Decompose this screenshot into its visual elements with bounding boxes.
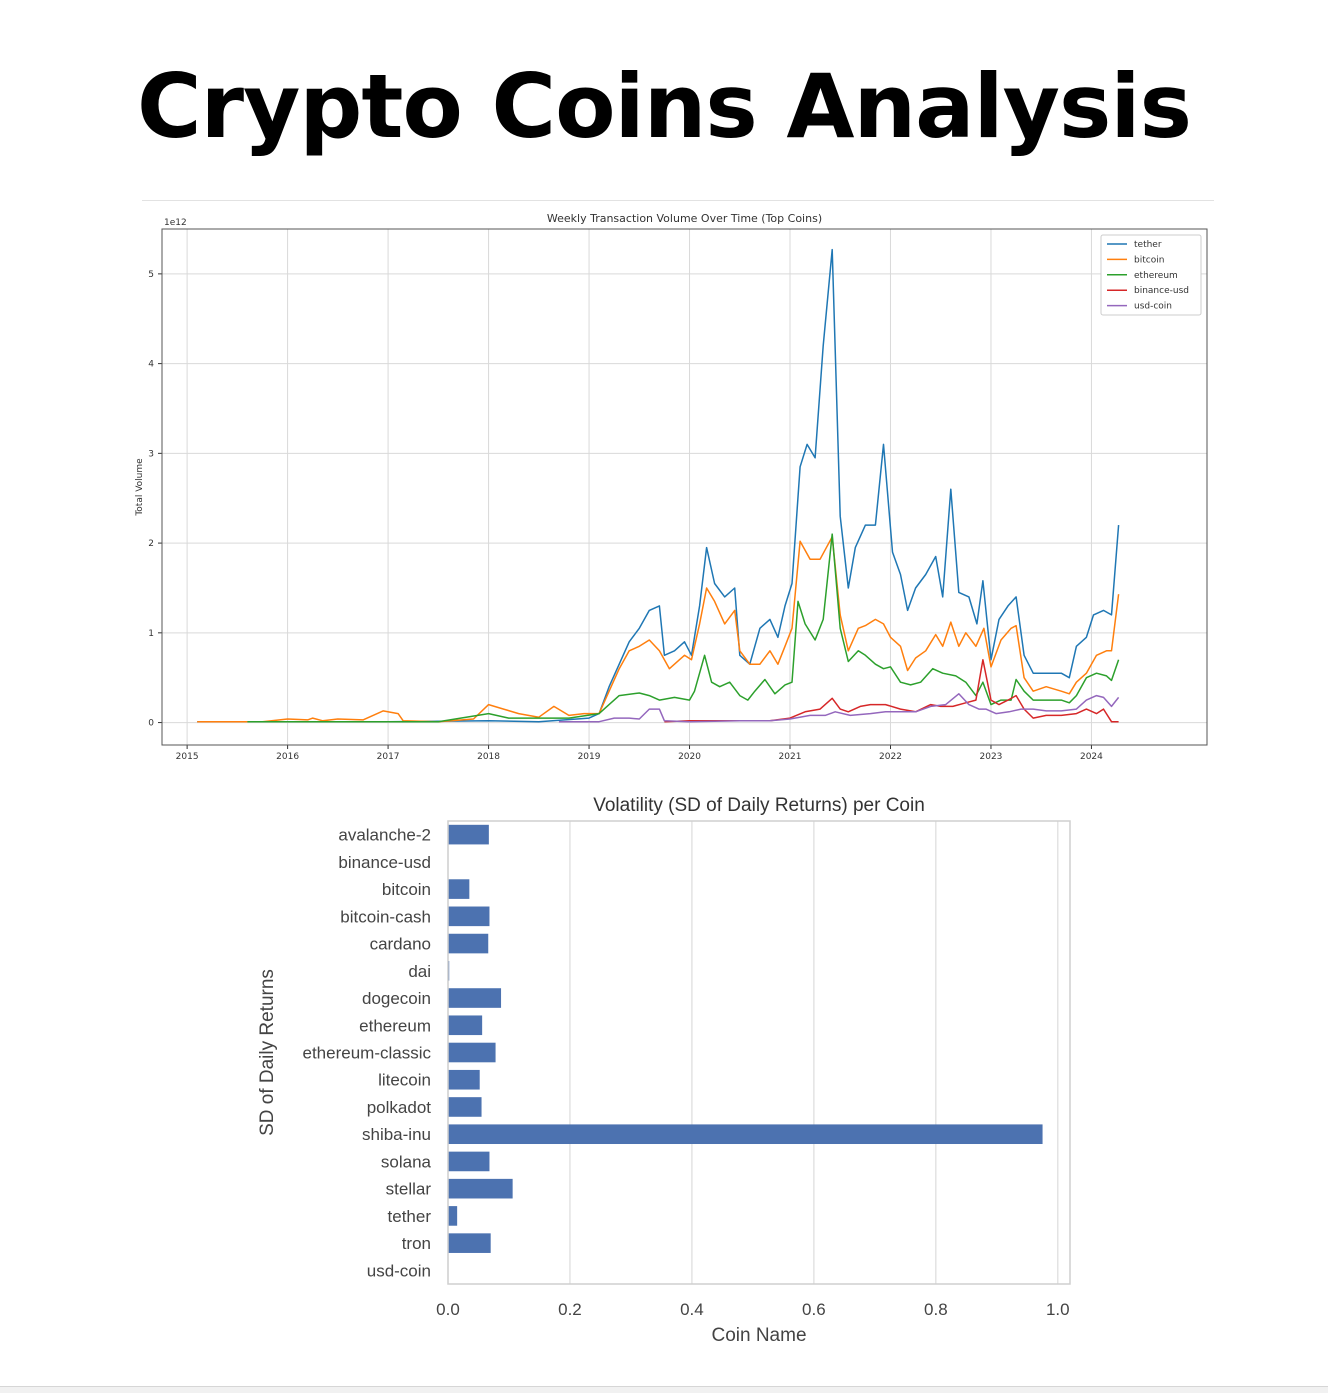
category-label-polkadot: polkadot bbox=[367, 1098, 432, 1117]
category-label-solana: solana bbox=[381, 1152, 432, 1171]
bar-chart: Volatility (SD of Daily Returns) per Coi… bbox=[257, 795, 1071, 1346]
series-line-usd-coin bbox=[558, 693, 1120, 723]
bar-solana bbox=[448, 1151, 490, 1172]
bar-stellar bbox=[448, 1178, 513, 1199]
x-tick-label: 2018 bbox=[477, 752, 500, 762]
category-label-tron: tron bbox=[402, 1234, 431, 1253]
x-tick-label: 2024 bbox=[1080, 752, 1103, 762]
line-plot-frame bbox=[161, 228, 1208, 746]
y-tick-label: 1 bbox=[148, 629, 154, 639]
y-scale-label: 1e12 bbox=[164, 218, 187, 228]
legend-label-tether: tether bbox=[1134, 240, 1162, 250]
category-label-shiba-inu: shiba-inu bbox=[362, 1125, 431, 1144]
series-line-binance-usd bbox=[664, 658, 1119, 723]
title-divider bbox=[142, 200, 1214, 201]
bar-shiba-inu bbox=[448, 1124, 1043, 1145]
legend-label-binance-usd: binance-usd bbox=[1134, 286, 1189, 296]
x-tick-label: 2019 bbox=[578, 752, 601, 762]
x-tick-label: 2016 bbox=[276, 752, 299, 762]
x-tick-label: 2022 bbox=[879, 752, 902, 762]
y-tick-label: 5 bbox=[148, 270, 154, 280]
bar-litecoin bbox=[448, 1069, 480, 1090]
bar-chart-title: Volatility (SD of Daily Returns) per Coi… bbox=[593, 795, 925, 816]
legend-label-ethereum: ethereum bbox=[1134, 271, 1178, 281]
x-tick-label: 0.2 bbox=[558, 1300, 582, 1319]
x-tick-label: 0.6 bbox=[802, 1300, 826, 1319]
y-axis-label: SD of Daily Returns bbox=[257, 969, 278, 1136]
bar-tether bbox=[448, 1206, 458, 1226]
legend-label-bitcoin: bitcoin bbox=[1134, 255, 1164, 265]
legend-label-usd-coin: usd-coin bbox=[1134, 302, 1172, 312]
x-tick-label: 2021 bbox=[779, 752, 802, 762]
y-tick-label: 2 bbox=[148, 539, 154, 549]
x-tick-label: 1.0 bbox=[1046, 1300, 1070, 1319]
x-tick-label: 0.4 bbox=[680, 1300, 704, 1319]
category-label-cardano: cardano bbox=[370, 935, 431, 954]
category-label-dogecoin: dogecoin bbox=[362, 989, 431, 1008]
category-label-bitcoin-cash: bitcoin-cash bbox=[340, 907, 431, 926]
y-tick-label: 3 bbox=[148, 449, 154, 459]
category-label-binance-usd: binance-usd bbox=[338, 853, 431, 872]
x-tick-label: 2017 bbox=[377, 752, 400, 762]
category-label-ethereum-classic: ethereum-classic bbox=[303, 1044, 432, 1063]
x-axis-label: Coin Name bbox=[711, 1325, 806, 1346]
bar-plot-frame bbox=[447, 820, 1071, 1285]
x-tick-label: 0.8 bbox=[924, 1300, 948, 1319]
category-label-litecoin: litecoin bbox=[378, 1071, 431, 1090]
category-label-dai: dai bbox=[408, 962, 431, 981]
category-label-tether: tether bbox=[388, 1207, 432, 1226]
line-chart: Weekly Transaction Volume Over Time (Top… bbox=[135, 212, 1208, 762]
x-tick-label: 2023 bbox=[980, 752, 1003, 762]
x-tick-label: 2020 bbox=[678, 752, 701, 762]
y-axis-label: Total Volume bbox=[135, 458, 145, 517]
bar-bitcoin-cash bbox=[448, 906, 490, 927]
y-tick-label: 4 bbox=[148, 360, 154, 370]
bar-ethereum bbox=[448, 1015, 483, 1036]
category-label-avalanche-2: avalanche-2 bbox=[338, 826, 431, 845]
page-title: Crypto Coins Analysis bbox=[137, 55, 1192, 158]
bar-ethereum-classic bbox=[448, 1042, 496, 1063]
category-label-stellar: stellar bbox=[386, 1180, 432, 1199]
legend-box bbox=[1100, 234, 1202, 316]
series-line-ethereum bbox=[247, 533, 1120, 723]
bar-dogecoin bbox=[448, 988, 502, 1008]
x-tick-label: 0.0 bbox=[436, 1300, 460, 1319]
bar-bitcoin bbox=[448, 879, 470, 899]
line-chart-title: Weekly Transaction Volume Over Time (Top… bbox=[547, 212, 822, 225]
category-label-ethereum: ethereum bbox=[359, 1016, 431, 1035]
category-label-usd-coin: usd-coin bbox=[367, 1261, 431, 1280]
bar-avalanche-2 bbox=[448, 824, 489, 845]
y-tick-label: 0 bbox=[148, 719, 154, 729]
line-chart-legend: tether bitcoin ethereum binance-usd usd-coin bbox=[1100, 234, 1202, 316]
bar-cardano bbox=[448, 933, 489, 954]
category-label-bitcoin: bitcoin bbox=[382, 880, 431, 899]
series-line-tether bbox=[197, 248, 1120, 723]
bar-tron bbox=[448, 1233, 491, 1253]
bar-polkadot bbox=[448, 1097, 482, 1117]
window-bottom-bar bbox=[0, 1386, 1328, 1393]
series-line-bitcoin bbox=[197, 536, 1120, 723]
x-tick-label: 2015 bbox=[176, 752, 199, 762]
